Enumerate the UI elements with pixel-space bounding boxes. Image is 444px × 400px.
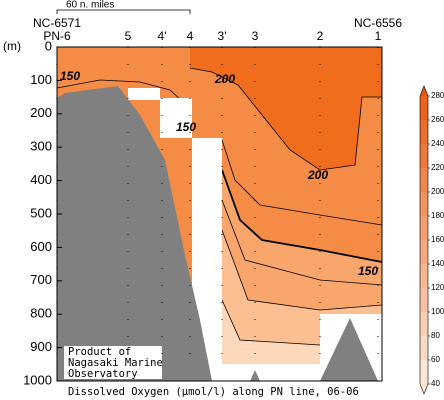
contour-label: 150 (60, 69, 80, 83)
colorbar-label: 180 (431, 211, 444, 220)
colorbar-label: 160 (431, 235, 444, 244)
colorbar-segment (420, 240, 428, 264)
colorbar-segment (420, 120, 428, 144)
contour-line (189, 67, 382, 171)
end-station: NC-6571 (33, 16, 81, 30)
high-band (190, 47, 382, 170)
y-tick-label: 500 (30, 205, 52, 220)
contour-line (221, 139, 383, 226)
colorbar-cap (420, 384, 428, 394)
colorbar-segment (420, 312, 428, 336)
colorbar-segment (420, 360, 428, 384)
seabed (320, 318, 378, 381)
station-label: 4 (187, 29, 194, 43)
no-data (160, 98, 192, 138)
y-tick-label: 1000 (23, 372, 52, 387)
end-station: NC-6556 (354, 16, 402, 30)
y-tick-label: 800 (30, 306, 52, 321)
credit: Product of (68, 346, 131, 358)
colorbar-segment (420, 216, 428, 240)
credit-box (64, 346, 162, 379)
colorbar-label: 60 (431, 355, 440, 364)
y-tick-label: 900 (30, 339, 52, 354)
colorbar-segment (420, 336, 428, 360)
colorbar-segment (420, 144, 428, 168)
station-label: 3' (218, 29, 227, 43)
no-data (222, 364, 320, 381)
y-tick-label: 400 (30, 172, 52, 187)
colorbar-label: 120 (431, 283, 444, 292)
contour-label: 200 (307, 168, 328, 182)
y-tick-label: 0 (45, 38, 52, 53)
colorbar-label: 260 (431, 115, 444, 124)
scale-bar (56, 9, 191, 14)
contour-line (221, 169, 383, 263)
colorbar-cap (420, 86, 428, 96)
no-data (128, 88, 160, 100)
station-label: 1 (375, 29, 382, 43)
y-axis-label: (m) (3, 39, 21, 53)
y-tick-label: 200 (30, 105, 52, 120)
contour-line (56, 79, 193, 111)
colorbar-segment (420, 192, 428, 216)
colorbar-label: 80 (431, 331, 440, 340)
contour-label: 200 (214, 72, 235, 86)
colorbar-label: 220 (431, 163, 444, 172)
contour-label: 150 (358, 264, 378, 278)
y-tick-label: 600 (30, 239, 52, 254)
colorbar-label: 240 (431, 139, 444, 148)
colorbar-label: 140 (431, 259, 444, 268)
colorbar-label: 40 (431, 379, 440, 388)
colorbar-segment (420, 168, 428, 192)
y-tick-label: 100 (30, 72, 52, 87)
credit: Nagasaki Marine (68, 357, 163, 369)
colorbar-label: 100 (431, 307, 444, 316)
contour-line (221, 229, 383, 311)
y-tick-label: 300 (30, 139, 52, 154)
scale-label: 60 n. miles (66, 0, 114, 11)
station-label: 2 (317, 29, 324, 43)
colorbar-label: 200 (431, 187, 444, 196)
contour-line (221, 199, 383, 286)
station-label: 3 (252, 29, 259, 43)
colorbar-label: 280 (431, 91, 444, 100)
colorbar-segment (420, 288, 428, 312)
seabed (250, 370, 260, 381)
colorbar-segment (420, 96, 428, 120)
contour-label: 150 (176, 120, 196, 134)
credit: Observatory (68, 368, 138, 380)
seabed (57, 86, 212, 381)
station-label: PN-6 (43, 29, 71, 43)
y-tick-label: 700 (30, 272, 52, 287)
station-label: 5 (125, 29, 132, 43)
colorbar-segment (420, 264, 428, 288)
station-label: 4' (158, 29, 167, 43)
chart-title: Dissolved Oxygen (μmol/l) along PN line,… (68, 386, 359, 398)
